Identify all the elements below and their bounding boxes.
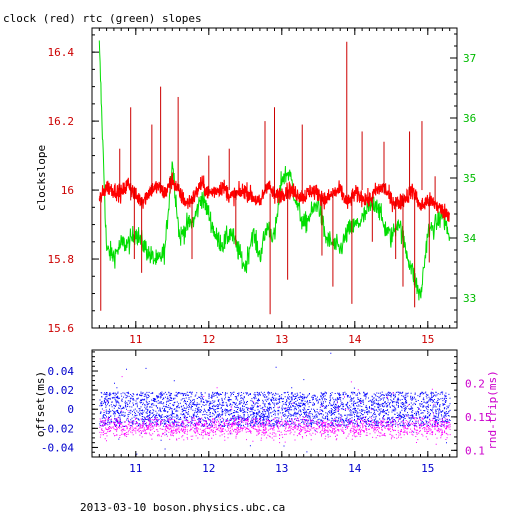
top-x-tick-label: 13 (275, 333, 288, 346)
top-right-axis: 33 34 35 36 37 (450, 33, 477, 323)
roundtrip-series (99, 376, 451, 445)
footer-caption: 2013-03-10 boson.physics.ubc.ca (80, 501, 285, 512)
bottom-y-tick-label: 0 (67, 403, 74, 416)
top-y2-tick-label: 34 (463, 232, 477, 245)
bottom-y-axis-label: offset(ms) (34, 371, 47, 437)
bottom-x-tick-label: 11 (129, 462, 142, 475)
bottom-y-tick-label: 0.04 (48, 365, 75, 378)
top-y2-tick-label: 37 (463, 52, 476, 65)
top-x-tick-label: 12 (202, 333, 215, 346)
top-y-tick-label: 15.6 (48, 322, 75, 335)
top-x-tick-label: 11 (129, 333, 142, 346)
bottom-y2-tick-label: 0.2 (465, 377, 485, 390)
top-y-axis-label: clockslope (35, 145, 48, 211)
bottom-y-tick-label: -0.04 (41, 441, 74, 454)
top-y-tick-label: 16.4 (48, 46, 75, 59)
bottom-right-axis: 0.1 0.15 0.2 (451, 356, 492, 457)
top-y2-tick-label: 35 (463, 172, 476, 185)
top-y2-tick-label: 36 (463, 112, 476, 125)
bottom-y2-tick-label: 0.15 (465, 411, 492, 424)
bottom-y-tick-label: -0.02 (41, 422, 74, 435)
top-panel: 15.6 15.8 16 16.2 16.4 33 34 35 36 37 11 12 13 14 15… (35, 27, 477, 346)
clock-spikes (100, 41, 436, 315)
bottom-x-axis: 11 12 13 14 15 (98, 350, 458, 475)
chart-title: clock (red) rtc (green) slopes (3, 12, 202, 25)
top-y-tick-label: 16.2 (48, 115, 75, 128)
bottom-y2-tick-label: 0.1 (465, 444, 485, 457)
top-y-tick-label: 16 (61, 184, 74, 197)
rtc-series (98, 40, 451, 301)
bottom-x-tick-label: 13 (275, 462, 288, 475)
rtc-line (98, 40, 451, 301)
top-y2-tick-label: 33 (463, 292, 476, 305)
top-y-tick-label: 15.8 (48, 253, 75, 266)
roundtrip-points (99, 376, 451, 445)
bottom-y2-axis-label: rnd-trip(ms) (486, 370, 499, 449)
top-x-tick-label: 14 (348, 333, 362, 346)
bottom-x-tick-label: 14 (348, 462, 362, 475)
bottom-left-axis: -0.04 -0.02 0 0.02 0.04 (41, 351, 98, 454)
bottom-y-tick-label: 0.02 (48, 384, 75, 397)
top-left-axis: 15.6 15.8 16 16.2 16.4 (48, 34, 99, 335)
bottom-x-tick-label: 15 (421, 462, 434, 475)
bottom-x-tick-label: 12 (202, 462, 215, 475)
top-x-tick-label: 15 (421, 333, 434, 346)
top-x-axis: 11 12 13 14 15 (98, 28, 458, 346)
